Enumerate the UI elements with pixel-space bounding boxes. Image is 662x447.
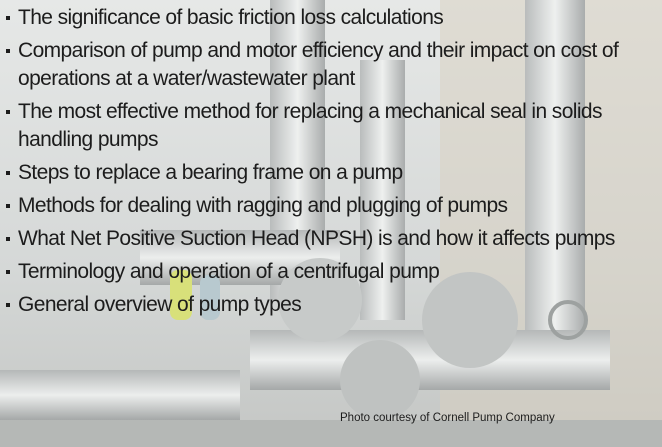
bullet-item: General overview of pump types: [18, 291, 660, 319]
bullet-item: Comparison of pump and motor efficiency …: [18, 37, 660, 93]
slide: The significance of basic friction loss …: [0, 0, 662, 447]
bullet-item: Methods for dealing with ragging and plu…: [18, 192, 660, 220]
bullet-item: Steps to replace a bearing frame on a pu…: [18, 159, 660, 187]
bullet-list: The significance of basic friction loss …: [0, 4, 660, 324]
photo-caption: Photo courtesy of Cornell Pump Company: [340, 412, 555, 424]
bullet-item: The significance of basic friction loss …: [18, 4, 660, 32]
bullet-item: What Net Positive Suction Head (NPSH) is…: [18, 225, 660, 253]
bullet-item: Terminology and operation of a centrifug…: [18, 258, 660, 286]
bullet-item: The most effective method for replacing …: [18, 98, 660, 154]
